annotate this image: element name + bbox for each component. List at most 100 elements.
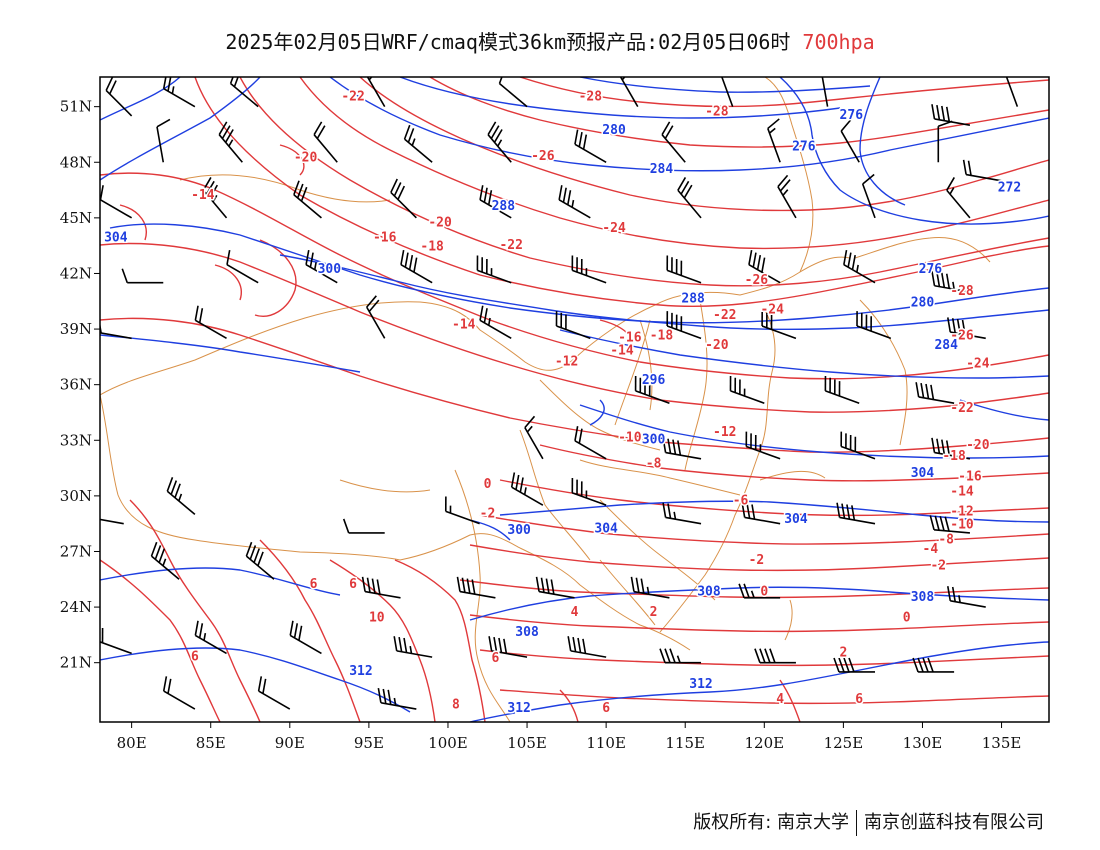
wind-barb bbox=[366, 77, 386, 108]
wind-barb bbox=[748, 249, 781, 284]
temperature-label: -6 bbox=[733, 494, 749, 509]
lon-label: 130E bbox=[903, 734, 943, 752]
wind-barb bbox=[476, 255, 512, 284]
wind-barb bbox=[761, 311, 797, 340]
wind-barb bbox=[929, 515, 970, 534]
temperature-label: -22 bbox=[341, 90, 364, 105]
lon-label: 110E bbox=[586, 734, 626, 752]
wind-barb bbox=[558, 185, 591, 219]
temperature-label: -12 bbox=[555, 355, 578, 370]
wind-barb bbox=[861, 173, 876, 219]
height-label: 304 bbox=[594, 521, 618, 536]
wind-barb bbox=[662, 437, 702, 460]
wind-barb bbox=[150, 541, 180, 580]
temperature-label: -14 bbox=[452, 318, 476, 333]
wind-barb bbox=[100, 185, 133, 219]
wind-barb bbox=[729, 376, 765, 404]
wind-barb bbox=[488, 636, 528, 658]
wind-barb bbox=[741, 502, 781, 525]
wind-barb bbox=[738, 583, 781, 599]
wind-barb bbox=[100, 518, 124, 525]
temperature-label: 6 bbox=[191, 649, 199, 664]
lon-label: 135E bbox=[982, 734, 1022, 752]
lon-label: 100E bbox=[428, 734, 468, 752]
wind-barb bbox=[105, 77, 133, 117]
temperature-label: -14 bbox=[191, 188, 215, 203]
wind-barb bbox=[366, 295, 386, 339]
lon-label: 95E bbox=[354, 734, 384, 752]
height-label: 304 bbox=[104, 230, 128, 245]
wind-barb bbox=[777, 174, 797, 219]
wind-barb bbox=[121, 268, 164, 284]
height-label: 280 bbox=[602, 123, 626, 138]
temperature-label: -2 bbox=[930, 558, 946, 573]
temperature-label: -18 bbox=[650, 329, 674, 344]
lat-label: 39N bbox=[60, 320, 92, 338]
lat-label: 24N bbox=[60, 598, 92, 616]
isotherm-lines bbox=[100, 77, 1049, 722]
wind-barb bbox=[666, 255, 702, 284]
temperature-label: -20 bbox=[294, 151, 318, 166]
height-label: 296 bbox=[642, 373, 666, 388]
height-label: 312 bbox=[349, 664, 372, 679]
wind-barb bbox=[745, 431, 781, 460]
wind-barb bbox=[293, 180, 322, 219]
height-label: 272 bbox=[998, 180, 1021, 195]
temperature-label: 0 bbox=[760, 584, 768, 599]
height-label: 276 bbox=[919, 262, 943, 277]
wind-barb bbox=[444, 496, 480, 525]
lon-label: 90E bbox=[275, 734, 305, 752]
lat-label: 48N bbox=[60, 153, 92, 171]
map-title-text: 2025年02月05日WRF/cmaq模式36km预报产品:02月05日06时 bbox=[225, 30, 791, 54]
temperature-label: 6 bbox=[855, 692, 863, 707]
height-label: 304 bbox=[784, 512, 808, 527]
temperature-label: -18 bbox=[942, 449, 966, 464]
wind-barb bbox=[1005, 77, 1019, 107]
temperature-label: 2 bbox=[650, 605, 658, 620]
temperature-label: -28 bbox=[950, 284, 974, 299]
temperature-label: -22 bbox=[713, 308, 736, 323]
height-label: 288 bbox=[681, 292, 705, 307]
wind-barb bbox=[245, 541, 275, 580]
height-label: 280 bbox=[911, 295, 935, 310]
temperature-label: -20 bbox=[428, 216, 452, 231]
boundary-lines bbox=[100, 77, 991, 722]
wind-barb bbox=[202, 177, 228, 219]
wind-barb bbox=[100, 627, 132, 655]
lon-label: 115E bbox=[665, 734, 705, 752]
wind-barb bbox=[754, 648, 796, 664]
wind-barb bbox=[619, 77, 639, 108]
temperature-label: -22 bbox=[950, 401, 973, 416]
temperature-label: -8 bbox=[938, 533, 954, 548]
temperature-label: -4 bbox=[923, 542, 939, 557]
height-label: 312 bbox=[507, 701, 530, 716]
lon-label: 80E bbox=[117, 734, 147, 752]
wind-barb bbox=[555, 311, 591, 340]
wind-barb bbox=[229, 77, 259, 108]
wind-barb bbox=[524, 415, 544, 460]
wind-barb bbox=[510, 472, 544, 506]
wind-barb bbox=[630, 576, 670, 599]
temperature-label: -26 bbox=[745, 273, 769, 288]
lat-label: 27N bbox=[60, 542, 92, 560]
lon-label: 120E bbox=[745, 734, 785, 752]
wind-barb bbox=[677, 177, 702, 219]
temperature-label: -20 bbox=[966, 438, 990, 453]
height-label: 300 bbox=[642, 432, 666, 447]
height-label: 276 bbox=[840, 108, 864, 123]
wind-barb bbox=[662, 502, 702, 525]
wind-barb bbox=[571, 255, 607, 284]
wind-barb bbox=[946, 586, 986, 608]
height-label: 308 bbox=[515, 625, 539, 640]
wind-barb bbox=[166, 477, 196, 516]
lat-label: 30N bbox=[60, 487, 92, 505]
wind-barb bbox=[833, 657, 876, 673]
wind-barb bbox=[393, 636, 433, 658]
wind-barb bbox=[289, 620, 322, 655]
wind-barb bbox=[721, 77, 734, 107]
temperature-label: -14 bbox=[610, 343, 634, 358]
temperature-label: -16 bbox=[958, 469, 982, 484]
wind-barb bbox=[962, 159, 1002, 182]
temperature-label: -26 bbox=[950, 329, 974, 344]
